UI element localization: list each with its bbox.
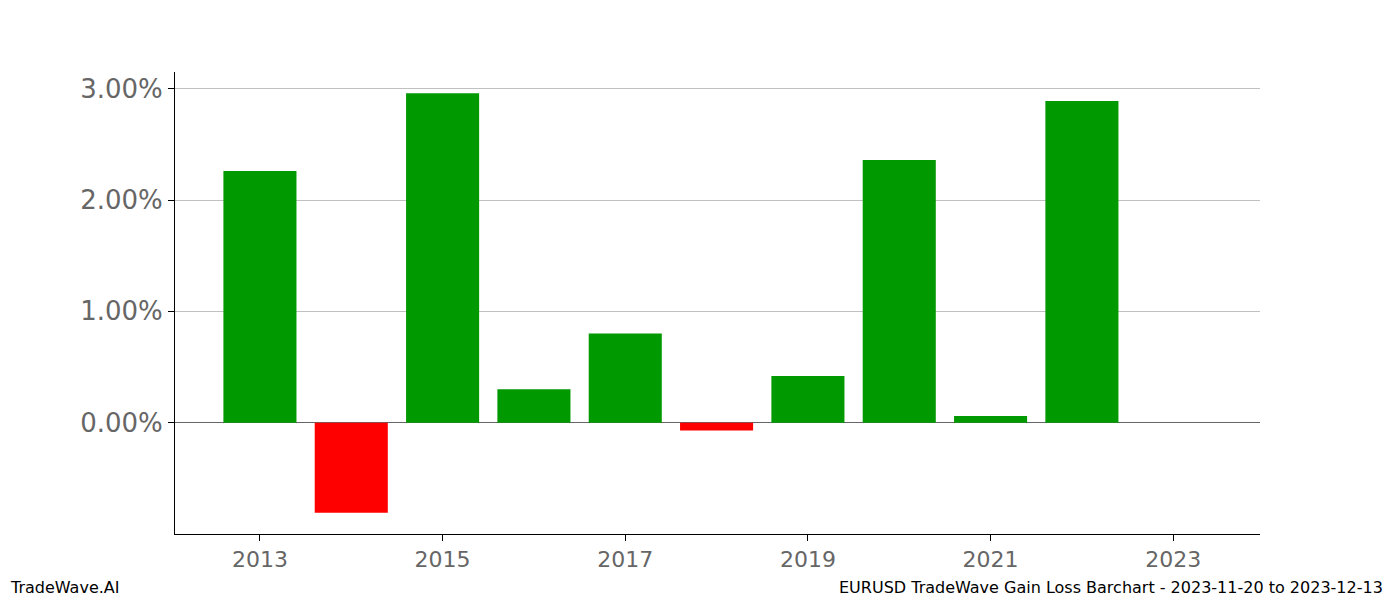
svg-text:0.00%: 0.00% [80,408,163,438]
svg-text:2019: 2019 [780,547,836,572]
svg-text:2015: 2015 [415,547,471,572]
svg-text:1.00%: 1.00% [80,296,163,326]
svg-text:EURUSD TradeWave Gain Loss Bar: EURUSD TradeWave Gain Loss Barchart - 20… [839,578,1383,597]
svg-text:2.00%: 2.00% [80,185,163,215]
svg-text:3.00%: 3.00% [80,74,163,104]
svg-text:2013: 2013 [232,547,288,572]
svg-text:2021: 2021 [963,547,1019,572]
svg-text:2023: 2023 [1145,547,1201,572]
svg-text:2017: 2017 [597,547,653,572]
svg-text:TradeWave.AI: TradeWave.AI [10,578,119,597]
